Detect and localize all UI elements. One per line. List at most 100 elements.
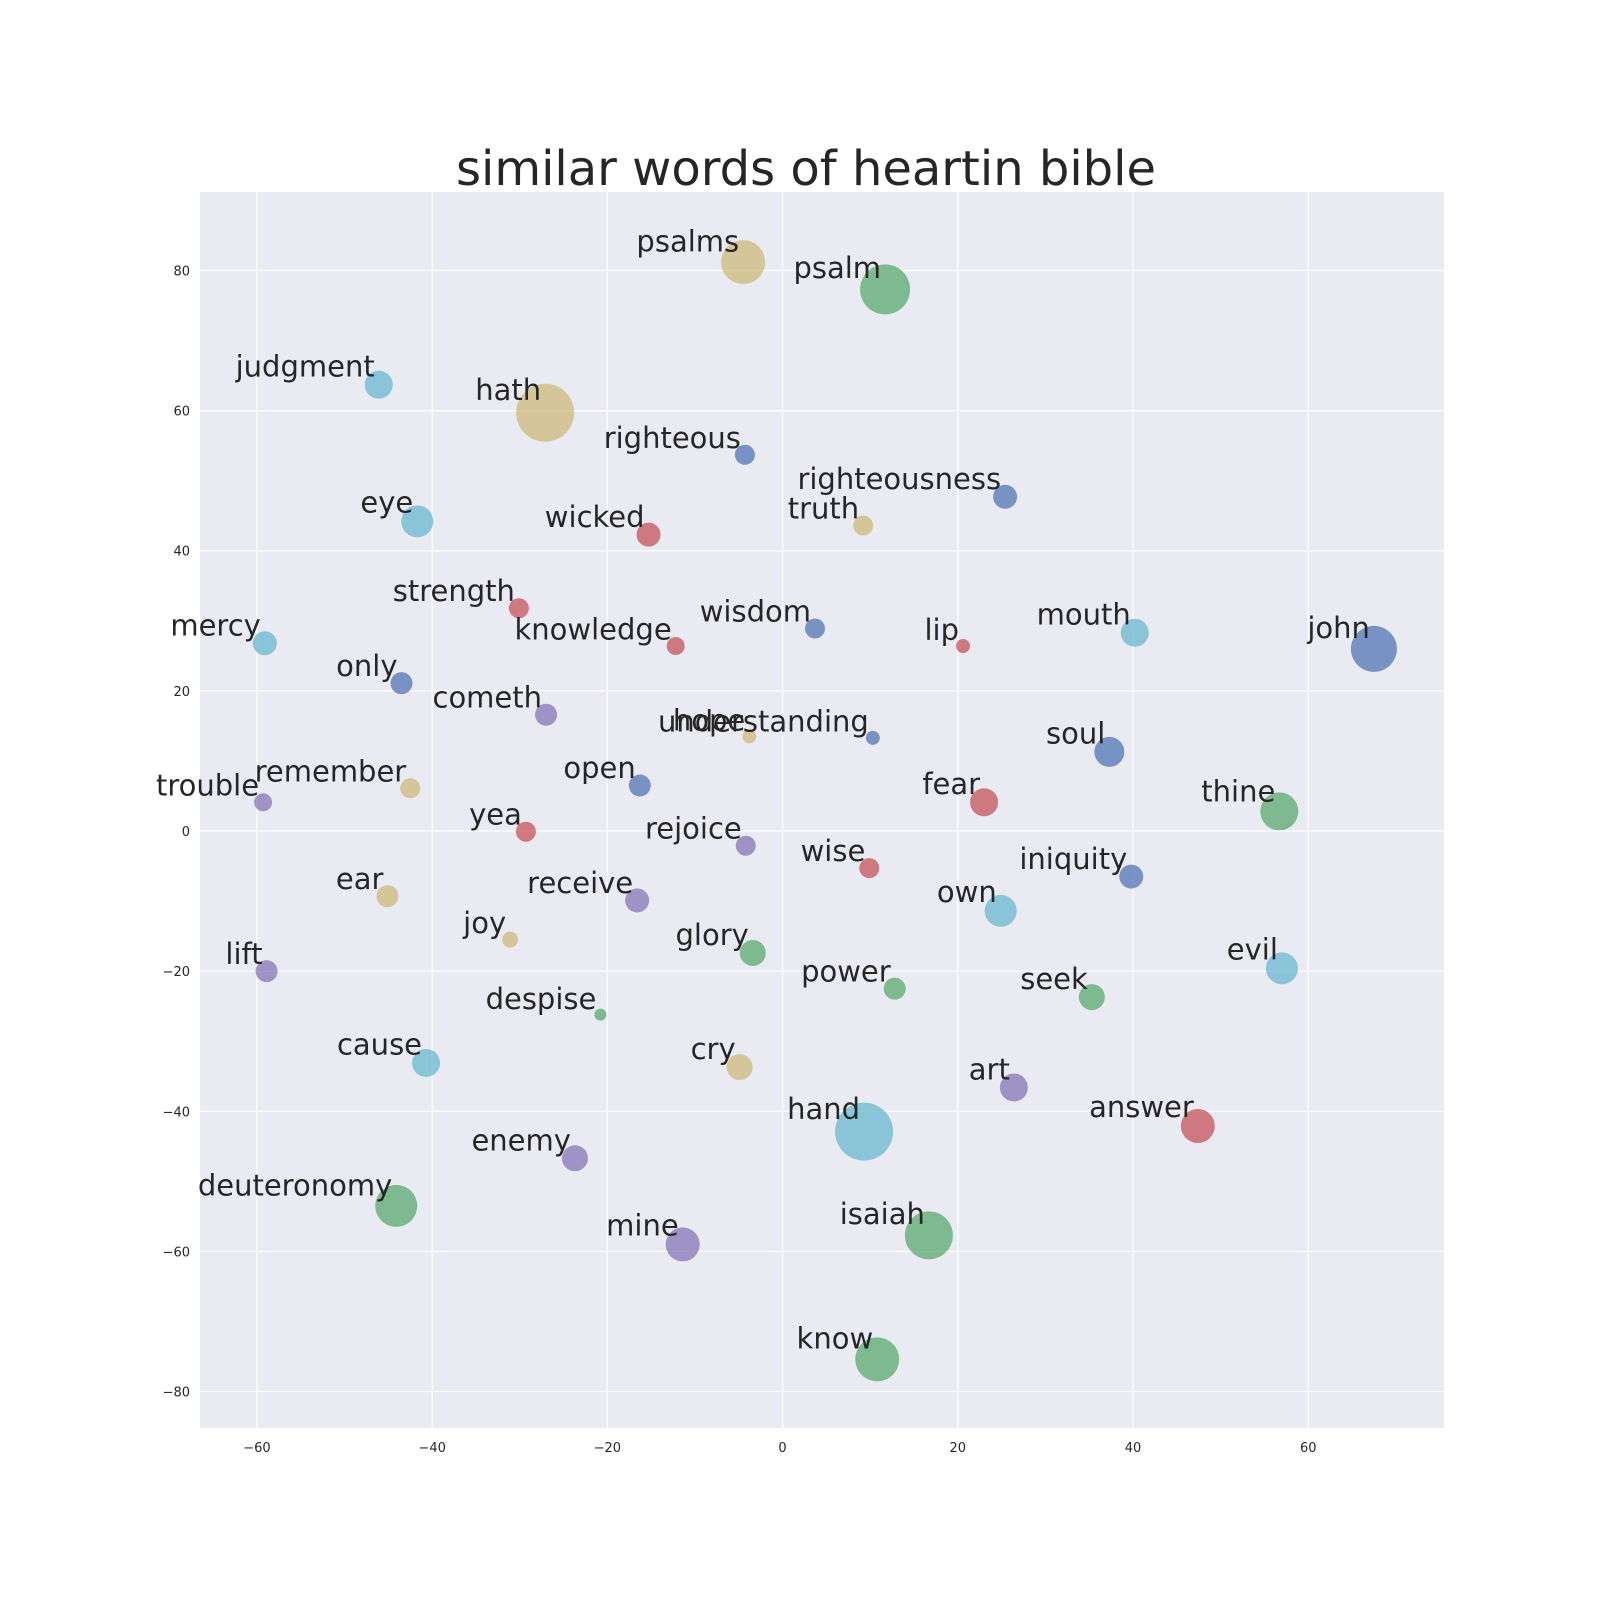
point-mercy	[252, 631, 277, 656]
point-despise	[594, 1008, 607, 1021]
point-open	[628, 774, 651, 797]
point-judgment	[364, 370, 393, 399]
label-iniquity: iniquity	[1019, 842, 1127, 876]
label-ear: ear	[336, 862, 384, 896]
y-tick-label: −20	[163, 965, 190, 980]
label-own: own	[937, 875, 997, 909]
label-trouble: trouble	[156, 769, 259, 803]
x-tick-label: 20	[950, 1441, 967, 1456]
point-eye	[401, 505, 434, 538]
label-despise: despise	[486, 982, 597, 1016]
point-john	[1350, 625, 1397, 672]
data-points	[252, 240, 1397, 1382]
point-wise	[859, 858, 880, 879]
label-mouth: mouth	[1037, 598, 1131, 632]
x-tick-label: 0	[778, 1441, 786, 1456]
point-power	[883, 977, 906, 1000]
label-only: only	[336, 649, 397, 683]
y-tick-label: 40	[173, 545, 190, 560]
grid-lines	[200, 192, 1444, 1428]
point-rejoice	[735, 835, 756, 856]
label-art: art	[969, 1052, 1010, 1086]
y-tick-label: 0	[182, 825, 190, 840]
label-hand: hand	[787, 1092, 860, 1126]
label-wise: wise	[801, 834, 866, 868]
point-cometh	[535, 703, 558, 726]
point-deuteronomy	[375, 1184, 418, 1227]
y-tick-label: −60	[163, 1245, 190, 1260]
point-righteous	[734, 444, 755, 465]
label-psalm: psalm	[793, 251, 881, 285]
label-cry: cry	[691, 1032, 736, 1066]
point-own	[984, 894, 1017, 927]
point-mine	[665, 1227, 700, 1262]
point-hope	[742, 729, 757, 744]
point-wisdom	[804, 618, 825, 639]
label-evil: evil	[1227, 933, 1278, 967]
point-hand	[835, 1102, 894, 1161]
point-psalm	[860, 264, 911, 315]
point-lip	[956, 639, 971, 654]
label-mine: mine	[606, 1208, 679, 1242]
point-cry	[726, 1054, 753, 1081]
label-hope: hope	[673, 703, 745, 737]
label-cause: cause	[337, 1028, 422, 1062]
label-seek: seek	[1020, 962, 1088, 996]
y-tick-label: −80	[163, 1386, 190, 1401]
label-thine: thine	[1201, 775, 1275, 809]
point-thine	[1260, 792, 1299, 831]
y-tick-label: −40	[163, 1105, 190, 1120]
label-truth: truth	[788, 492, 859, 526]
label-joy: joy	[462, 906, 506, 940]
word-labels: psalms psalm judgment hath righteous righteou…	[156, 224, 1370, 1355]
point-strength	[508, 598, 529, 619]
label-wicked: wicked	[545, 500, 645, 534]
label-yea: yea	[469, 798, 522, 832]
point-joy	[502, 931, 519, 948]
label-remember: remember	[255, 754, 407, 788]
point-mouth	[1120, 618, 1149, 647]
point-evil	[1265, 952, 1298, 985]
point-know	[855, 1337, 900, 1382]
label-rejoice: rejoice	[645, 812, 742, 846]
label-soul: soul	[1046, 716, 1105, 750]
point-psalms	[721, 240, 766, 285]
label-fear: fear	[922, 767, 980, 801]
point-soul	[1094, 736, 1125, 767]
chart-title: similar words of heartin bible	[456, 141, 1156, 197]
label-john: john	[1306, 611, 1370, 645]
point-ear	[376, 885, 399, 908]
label-cometh: cometh	[433, 680, 543, 714]
x-axis-ticks: −60 −40 −20 0 20 40 60	[243, 1441, 1316, 1456]
label-psalms: psalms	[636, 224, 739, 258]
label-glory: glory	[675, 918, 748, 952]
y-tick-label: 80	[173, 264, 190, 279]
label-know: know	[797, 1322, 874, 1356]
point-lift	[255, 960, 278, 983]
x-tick-label: −20	[594, 1441, 621, 1456]
label-lift: lift	[225, 937, 262, 971]
point-iniquity	[1119, 864, 1144, 889]
label-righteousness: righteousness	[797, 462, 1001, 496]
point-art	[999, 1073, 1028, 1102]
x-tick-label: −60	[243, 1441, 270, 1456]
label-answer: answer	[1089, 1090, 1194, 1124]
label-strength: strength	[393, 574, 515, 608]
y-axis-ticks: −80 −60 −40 −20 0 20 40 60 80	[163, 264, 190, 1400]
label-knowledge: knowledge	[514, 612, 671, 646]
x-tick-label: −40	[418, 1441, 445, 1456]
label-open: open	[563, 751, 635, 785]
label-enemy: enemy	[471, 1123, 570, 1157]
x-tick-label: 60	[1300, 1441, 1317, 1456]
label-mercy: mercy	[170, 609, 260, 643]
point-glory	[739, 939, 766, 966]
point-understanding	[865, 730, 880, 745]
label-receive: receive	[527, 866, 633, 900]
label-hath: hath	[475, 373, 541, 407]
point-righteousness	[993, 484, 1018, 509]
point-answer	[1180, 1109, 1215, 1144]
point-trouble	[254, 793, 273, 812]
point-receive	[625, 888, 650, 913]
point-remember	[400, 778, 421, 799]
